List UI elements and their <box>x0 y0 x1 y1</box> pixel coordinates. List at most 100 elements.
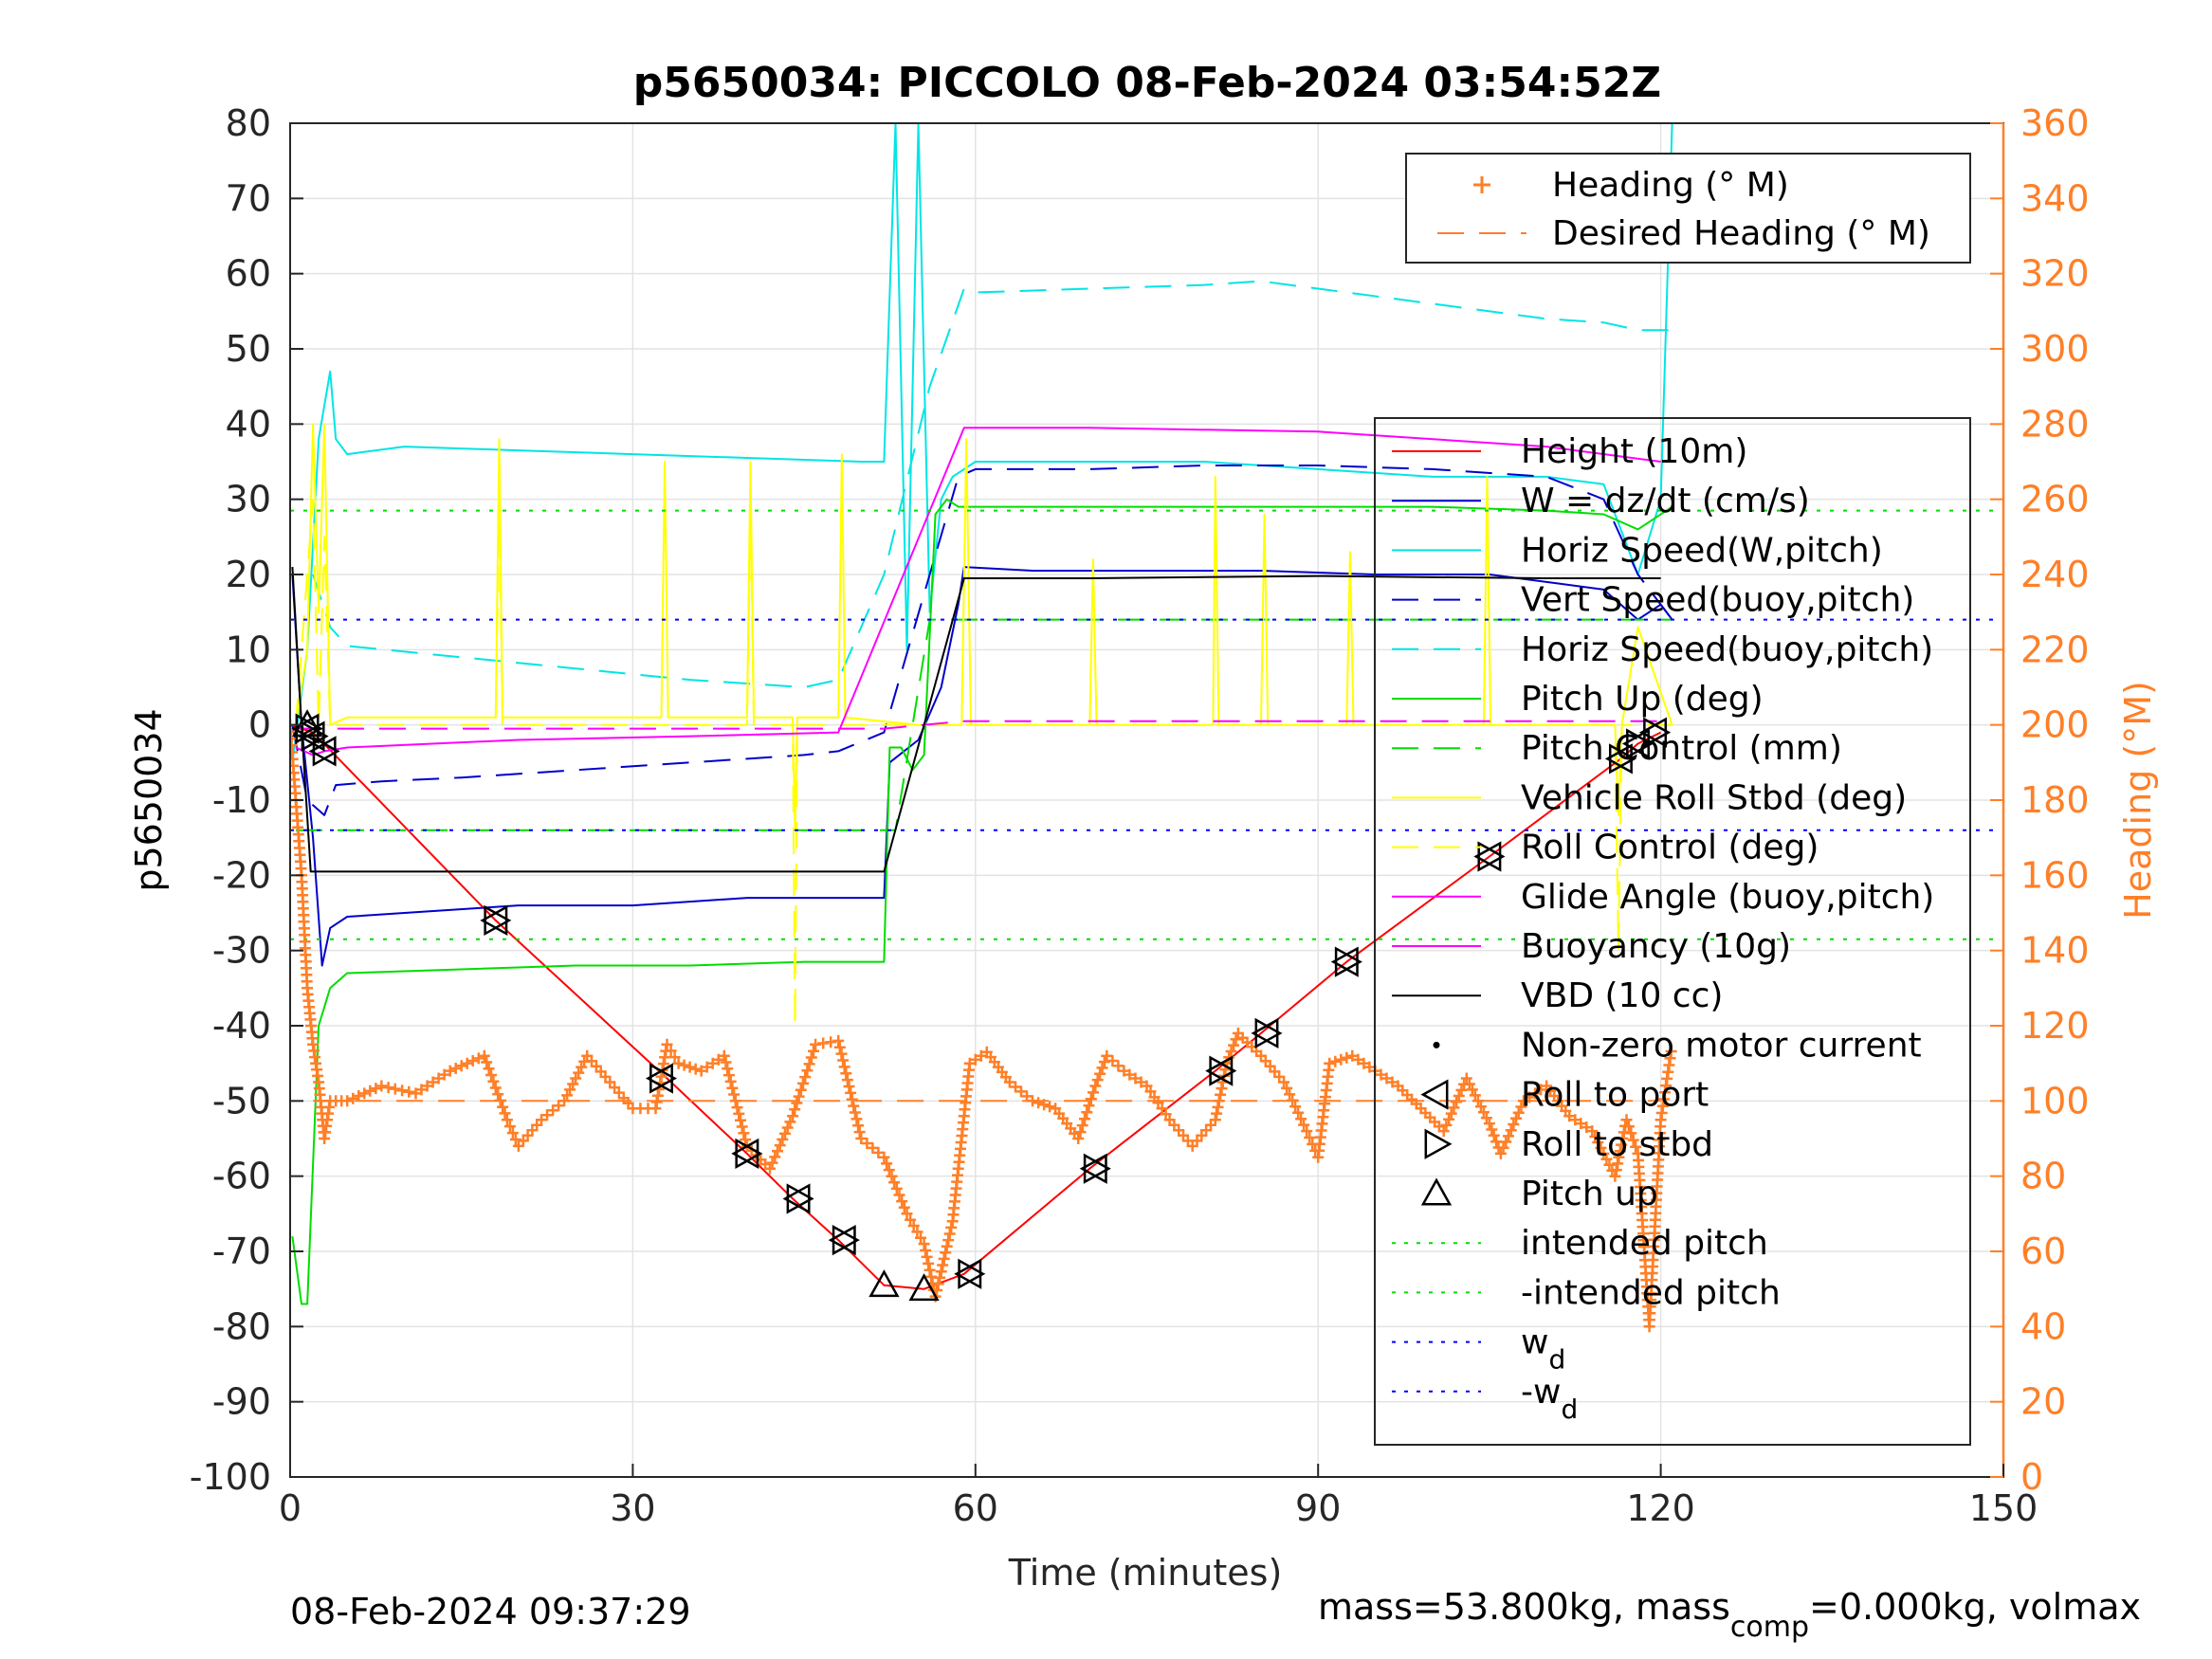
series-vert_buoy <box>291 465 1673 816</box>
heading-point <box>791 1097 803 1109</box>
heading-point <box>1510 1112 1522 1124</box>
y-tick-label: -20 <box>212 854 271 896</box>
heading-point <box>772 1145 783 1158</box>
heading-point <box>845 1086 857 1099</box>
legend-main-label: Glide Angle (buoy,pitch) <box>1521 878 1934 917</box>
y2-tick-label: 260 <box>2020 479 2090 520</box>
heading-point <box>1027 1095 1038 1107</box>
series-horiz_buoy <box>312 280 1673 688</box>
heading-point <box>911 1226 923 1238</box>
heading-point <box>1215 1088 1227 1101</box>
heading-point <box>1281 1082 1293 1094</box>
heading-point <box>779 1127 791 1139</box>
roll-port-marker <box>1473 841 1502 872</box>
heading-point <box>1455 1084 1468 1096</box>
y-tick-label: 30 <box>226 479 271 520</box>
heading-point <box>1488 1129 1500 1141</box>
heading-point <box>1497 1141 1509 1154</box>
heading-point <box>850 1113 863 1125</box>
roll-port-marker <box>731 1138 759 1169</box>
heading-point <box>1209 1114 1221 1126</box>
heading-point <box>835 1048 848 1060</box>
chart-title: p5650034: PICCOLO 08-Feb-2024 03:54:52Z <box>633 59 1661 107</box>
legend-main-label: Buoyancy (10g) <box>1521 927 1791 966</box>
heading-point <box>541 1109 553 1121</box>
heading-point <box>777 1133 789 1145</box>
heading-point <box>825 1036 837 1048</box>
legend-main-label: Vehicle Roll Stbd (deg) <box>1521 778 1907 817</box>
heading-point <box>789 1103 801 1116</box>
legend-main-label: VBD (10 cc) <box>1521 976 1723 1015</box>
heading-point <box>728 1088 740 1101</box>
heading-point <box>1448 1102 1460 1114</box>
legend-main-label: Roll Control (deg) <box>1521 829 1819 867</box>
roll-stbd-marker <box>1209 1055 1237 1086</box>
heading-point <box>382 1082 394 1094</box>
roll-stbd-marker <box>1334 946 1362 977</box>
heading-point <box>905 1213 917 1226</box>
y-tick-label: 20 <box>226 554 271 595</box>
series-glide <box>295 427 1661 757</box>
heading-point <box>1089 1080 1102 1092</box>
heading-point <box>1074 1126 1087 1139</box>
heading-point <box>455 1060 467 1072</box>
heading-point <box>729 1095 741 1107</box>
roll-stbd-marker <box>1477 841 1506 872</box>
heading-point <box>1081 1106 1093 1119</box>
heading-point <box>938 1252 950 1265</box>
heading-point <box>735 1114 746 1126</box>
heading-point <box>1295 1113 1307 1125</box>
y-tick-label: -50 <box>212 1080 271 1121</box>
legend-swatch <box>1420 1079 1449 1110</box>
heading-point <box>1112 1060 1124 1072</box>
heading-point <box>396 1085 409 1097</box>
heading-point <box>848 1100 860 1112</box>
heading-point <box>918 1238 930 1250</box>
legend-heading-box <box>1405 153 1971 264</box>
heading-point <box>722 1063 734 1075</box>
heading-point <box>915 1231 926 1244</box>
heading-point <box>501 1114 513 1126</box>
heading-point <box>489 1082 502 1094</box>
legend-swatch <box>1433 1041 1440 1048</box>
heading-point <box>1079 1113 1090 1125</box>
heading-point <box>1096 1062 1108 1074</box>
heading-point <box>415 1084 428 1096</box>
y-tick-label: -80 <box>212 1305 271 1347</box>
y-tick-label: -100 <box>190 1456 271 1498</box>
heading-point <box>853 1126 866 1139</box>
heading-point <box>1225 1046 1237 1057</box>
heading-point <box>1341 1051 1353 1064</box>
legend-heading: Heading (° M) Desired Heading (° M) <box>1405 153 1971 264</box>
heading-point <box>1230 1033 1242 1046</box>
y2-tick-label: 340 <box>2020 177 2090 219</box>
heading-point <box>722 1069 735 1082</box>
heading-point <box>358 1087 371 1100</box>
heading-point <box>896 1195 908 1208</box>
heading-point <box>1094 1067 1106 1080</box>
heading-point <box>733 1107 745 1120</box>
heading-point <box>499 1107 511 1120</box>
heading-point <box>817 1037 830 1049</box>
y2-tick-label: 240 <box>2020 554 2090 595</box>
heading-point <box>684 1061 696 1073</box>
heading-point <box>1044 1101 1056 1113</box>
heading-point <box>1278 1076 1290 1088</box>
legend-main-label: Horiz Speed(buoy,pitch) <box>1521 630 1933 669</box>
heading-point <box>438 1068 450 1081</box>
heading-point <box>1212 1101 1224 1113</box>
heading-point <box>846 1093 858 1105</box>
roll-port-marker <box>1604 743 1633 775</box>
heading-point <box>720 1056 732 1068</box>
heading-point <box>932 1278 944 1290</box>
heading-point <box>1038 1099 1051 1111</box>
legend-swatch <box>1473 176 1490 193</box>
heading-point <box>1625 1127 1637 1139</box>
heading-point <box>1617 1133 1629 1144</box>
pitch-up-marker <box>291 709 323 738</box>
heading-point <box>1216 1083 1228 1095</box>
heading-point <box>1665 1046 1677 1057</box>
roll-port-marker <box>1639 717 1668 748</box>
heading-point <box>1298 1119 1310 1131</box>
